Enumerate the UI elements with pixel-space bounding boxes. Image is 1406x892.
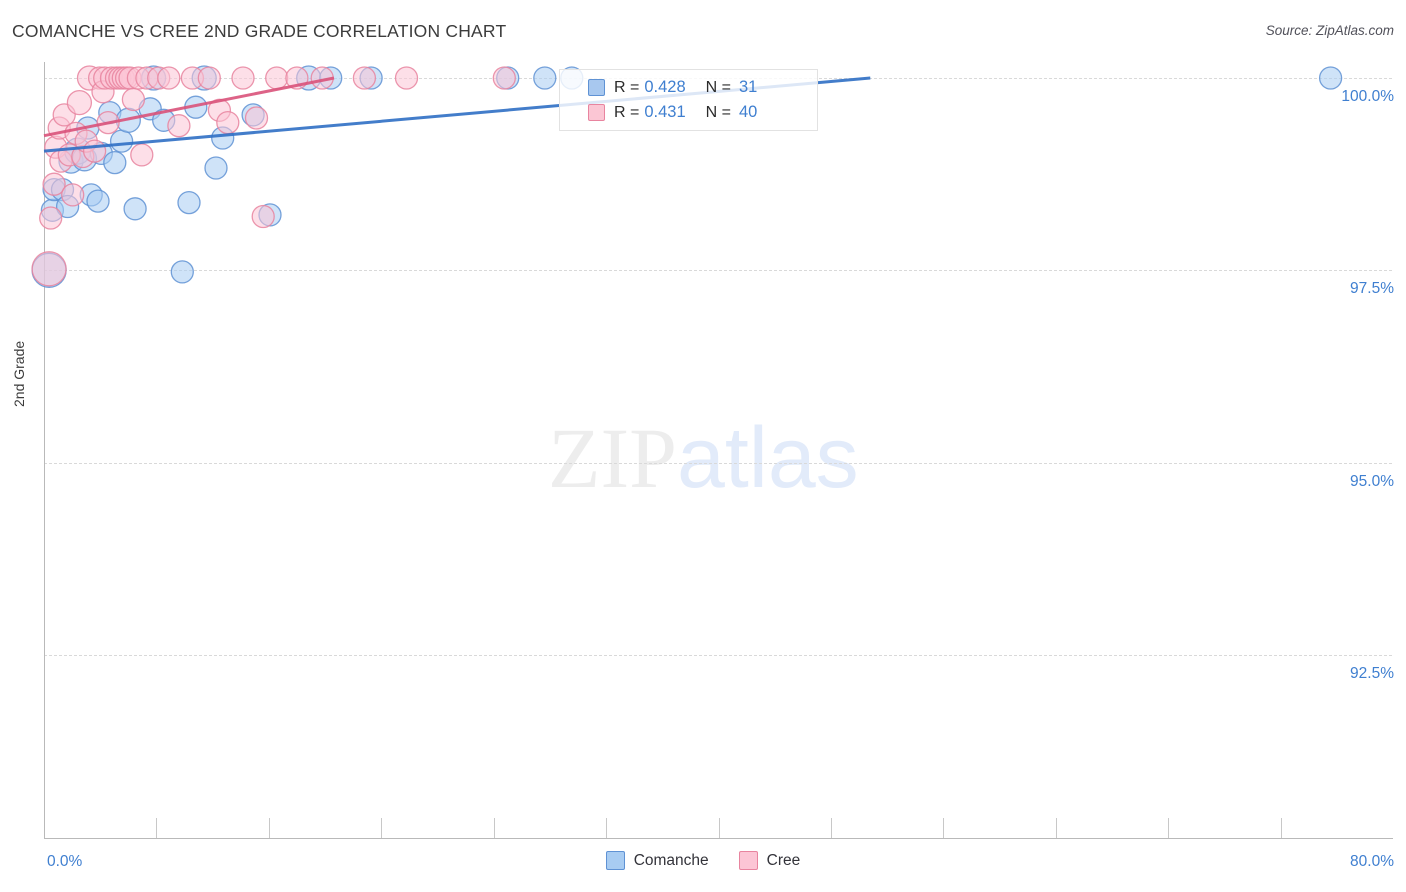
x-axis-tick <box>493 818 495 838</box>
x-axis-tick <box>268 818 270 838</box>
cree-swatch-icon <box>588 104 605 121</box>
cree-r-value: 0.431 <box>644 103 686 121</box>
gridline-95 <box>44 462 1392 464</box>
x-axis-tick <box>1168 818 1170 838</box>
correlation-row-cree: R = 0.431 N = 40 <box>588 100 807 125</box>
x-axis-min-label: 0.0% <box>47 853 83 870</box>
legend-label-cree: Cree <box>766 851 801 869</box>
comanche-n-value: 31 <box>738 78 758 96</box>
y-axis-line <box>44 62 45 839</box>
y-axis-tick-label: 97.5% <box>1350 280 1394 298</box>
x-axis-tick <box>718 818 720 838</box>
x-axis-tick <box>1055 818 1057 838</box>
y-axis-tick-label: 95.0% <box>1350 472 1394 490</box>
gridline-92-5 <box>44 654 1392 656</box>
x-axis-max-label: 80.0% <box>1350 853 1394 870</box>
x-axis-tick <box>606 818 608 838</box>
cree-n-value: 40 <box>738 103 758 121</box>
legend-item-comanche[interactable]: Comanche <box>605 851 709 870</box>
x-axis-tick <box>156 818 158 838</box>
correlation-row-comanche: R = 0.428 N = 31 <box>588 75 807 100</box>
plot-area <box>44 62 1392 838</box>
correlation-summary-box: R = 0.428 N = 31 R = 0.431 N = 40 <box>559 69 818 131</box>
y-axis-title: 2nd Grade <box>11 340 27 407</box>
page-title: COMANCHE VS CREE 2ND GRADE CORRELATION C… <box>12 21 507 41</box>
gridline-97-5 <box>44 270 1392 272</box>
comanche-r-label: R = <box>614 78 640 96</box>
comanche-swatch-icon <box>588 79 605 96</box>
y-axis-tick-label: 100.0% <box>1341 88 1394 105</box>
y-axis-tick-label: 92.5% <box>1350 664 1394 682</box>
cree-r-label: R = <box>614 103 640 121</box>
comanche-r-value: 0.428 <box>644 78 686 96</box>
legend-item-cree[interactable]: Cree <box>738 851 801 870</box>
comanche-legend-swatch-icon <box>605 851 625 870</box>
cree-n-label: N = <box>705 103 731 121</box>
x-axis-line <box>44 838 1393 839</box>
x-axis-tick <box>830 818 832 838</box>
source-attribution: Source: ZipAtlas.com <box>1265 23 1394 38</box>
chart-legend: Comanche Cree <box>0 851 1406 870</box>
x-axis-tick <box>943 818 945 838</box>
x-axis-tick <box>1280 818 1282 838</box>
legend-label-comanche: Comanche <box>633 851 709 869</box>
x-axis-tick <box>381 818 383 838</box>
cree-legend-swatch-icon <box>738 851 758 870</box>
comanche-n-label: N = <box>705 78 731 96</box>
